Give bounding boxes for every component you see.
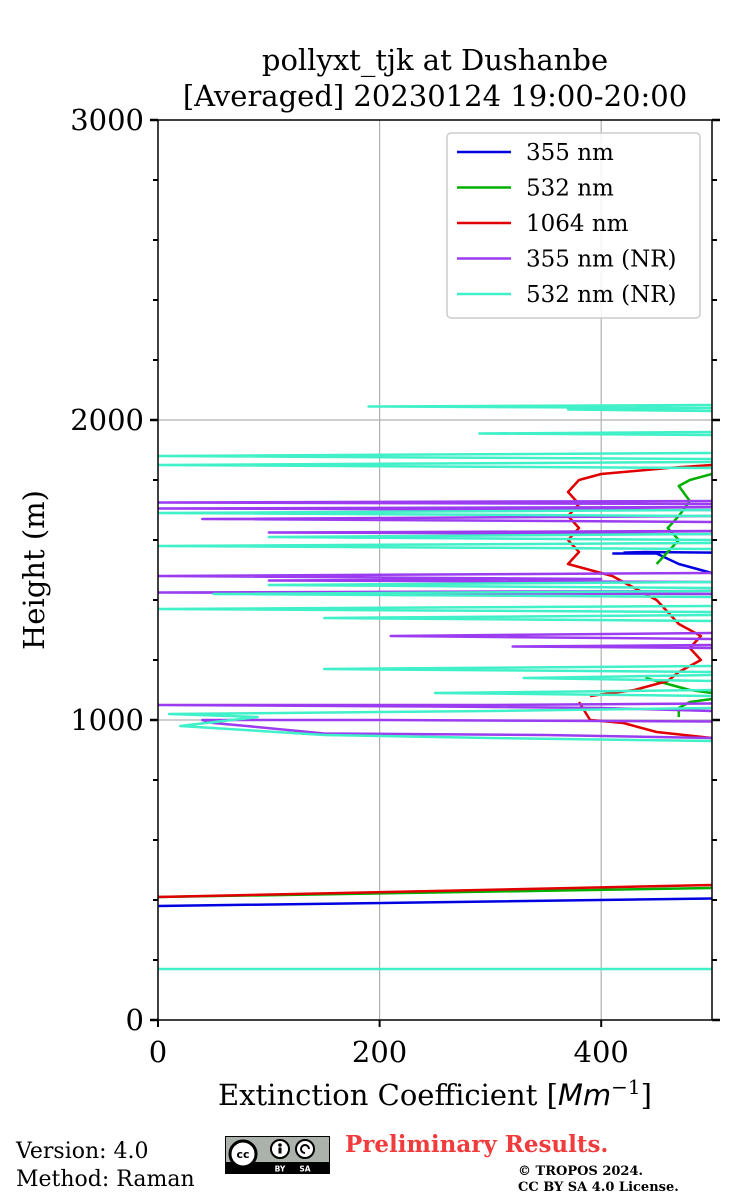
legend-label-4: 532 nm (NR) bbox=[526, 282, 677, 308]
axis-ticks bbox=[150, 118, 720, 1027]
legend-label-0: 355 nm bbox=[526, 140, 614, 166]
y-tick-label: 2000 bbox=[70, 403, 144, 437]
x-axis-label: Extinction Coefficient [Mm−1] bbox=[218, 1075, 652, 1112]
series-line-3 bbox=[158, 499, 712, 740]
version-text: Version: 4.0 bbox=[16, 1139, 149, 1164]
chart-title-line2: [Averaged] 20230124 19:00-20:00 bbox=[182, 79, 688, 113]
x-tick-label: 200 bbox=[352, 1035, 407, 1069]
legend-box bbox=[446, 132, 701, 319]
tick-labels: 0 200 400 0 1000 2000 3000 bbox=[70, 103, 629, 1069]
chart-title-line1: pollyxt_tjk at Dushanbe bbox=[261, 43, 609, 77]
series-line-1 bbox=[158, 472, 712, 899]
plot-frame bbox=[157, 119, 713, 1021]
legend: 355 nm 532 nm 1064 nm 355 nm (NR) 532 nm (NR… bbox=[446, 132, 701, 319]
legend-label-1: 532 nm bbox=[526, 176, 614, 202]
cc-badge-text: cc bbox=[236, 1148, 249, 1161]
series-line-2 bbox=[158, 463, 712, 899]
series-line-4 bbox=[158, 403, 712, 971]
by-label: BY bbox=[275, 1165, 286, 1174]
method-text: Method: Raman bbox=[16, 1167, 195, 1192]
sa-share-icon bbox=[295, 1139, 315, 1159]
cc-circle-icon bbox=[228, 1139, 258, 1169]
copyright-line1: © TROPOS 2024. bbox=[518, 1164, 644, 1179]
preliminary-results-note: Preliminary Results. bbox=[345, 1131, 609, 1158]
copyright-notice: © TROPOS 2024. CC BY SA 4.0 License. bbox=[518, 1164, 679, 1196]
y-axis-label: Height (m) bbox=[17, 490, 51, 650]
series-layer bbox=[158, 403, 712, 971]
y-tick-label: 1000 bbox=[70, 703, 144, 737]
x-tick-label: 0 bbox=[149, 1035, 167, 1069]
copyright-line2: CC BY SA 4.0 License. bbox=[518, 1180, 679, 1195]
legend-label-3: 355 nm (NR) bbox=[526, 247, 677, 273]
series-line-0 bbox=[158, 550, 712, 908]
x-tick-label: 400 bbox=[574, 1035, 629, 1069]
legend-label-2: 1064 nm bbox=[526, 211, 629, 237]
y-tick-label: 0 bbox=[126, 1003, 144, 1037]
cc-by-sa-license-logo: cc BY SA bbox=[225, 1136, 330, 1174]
sa-label: SA bbox=[299, 1165, 310, 1174]
y-tick-label: 3000 bbox=[70, 103, 144, 137]
